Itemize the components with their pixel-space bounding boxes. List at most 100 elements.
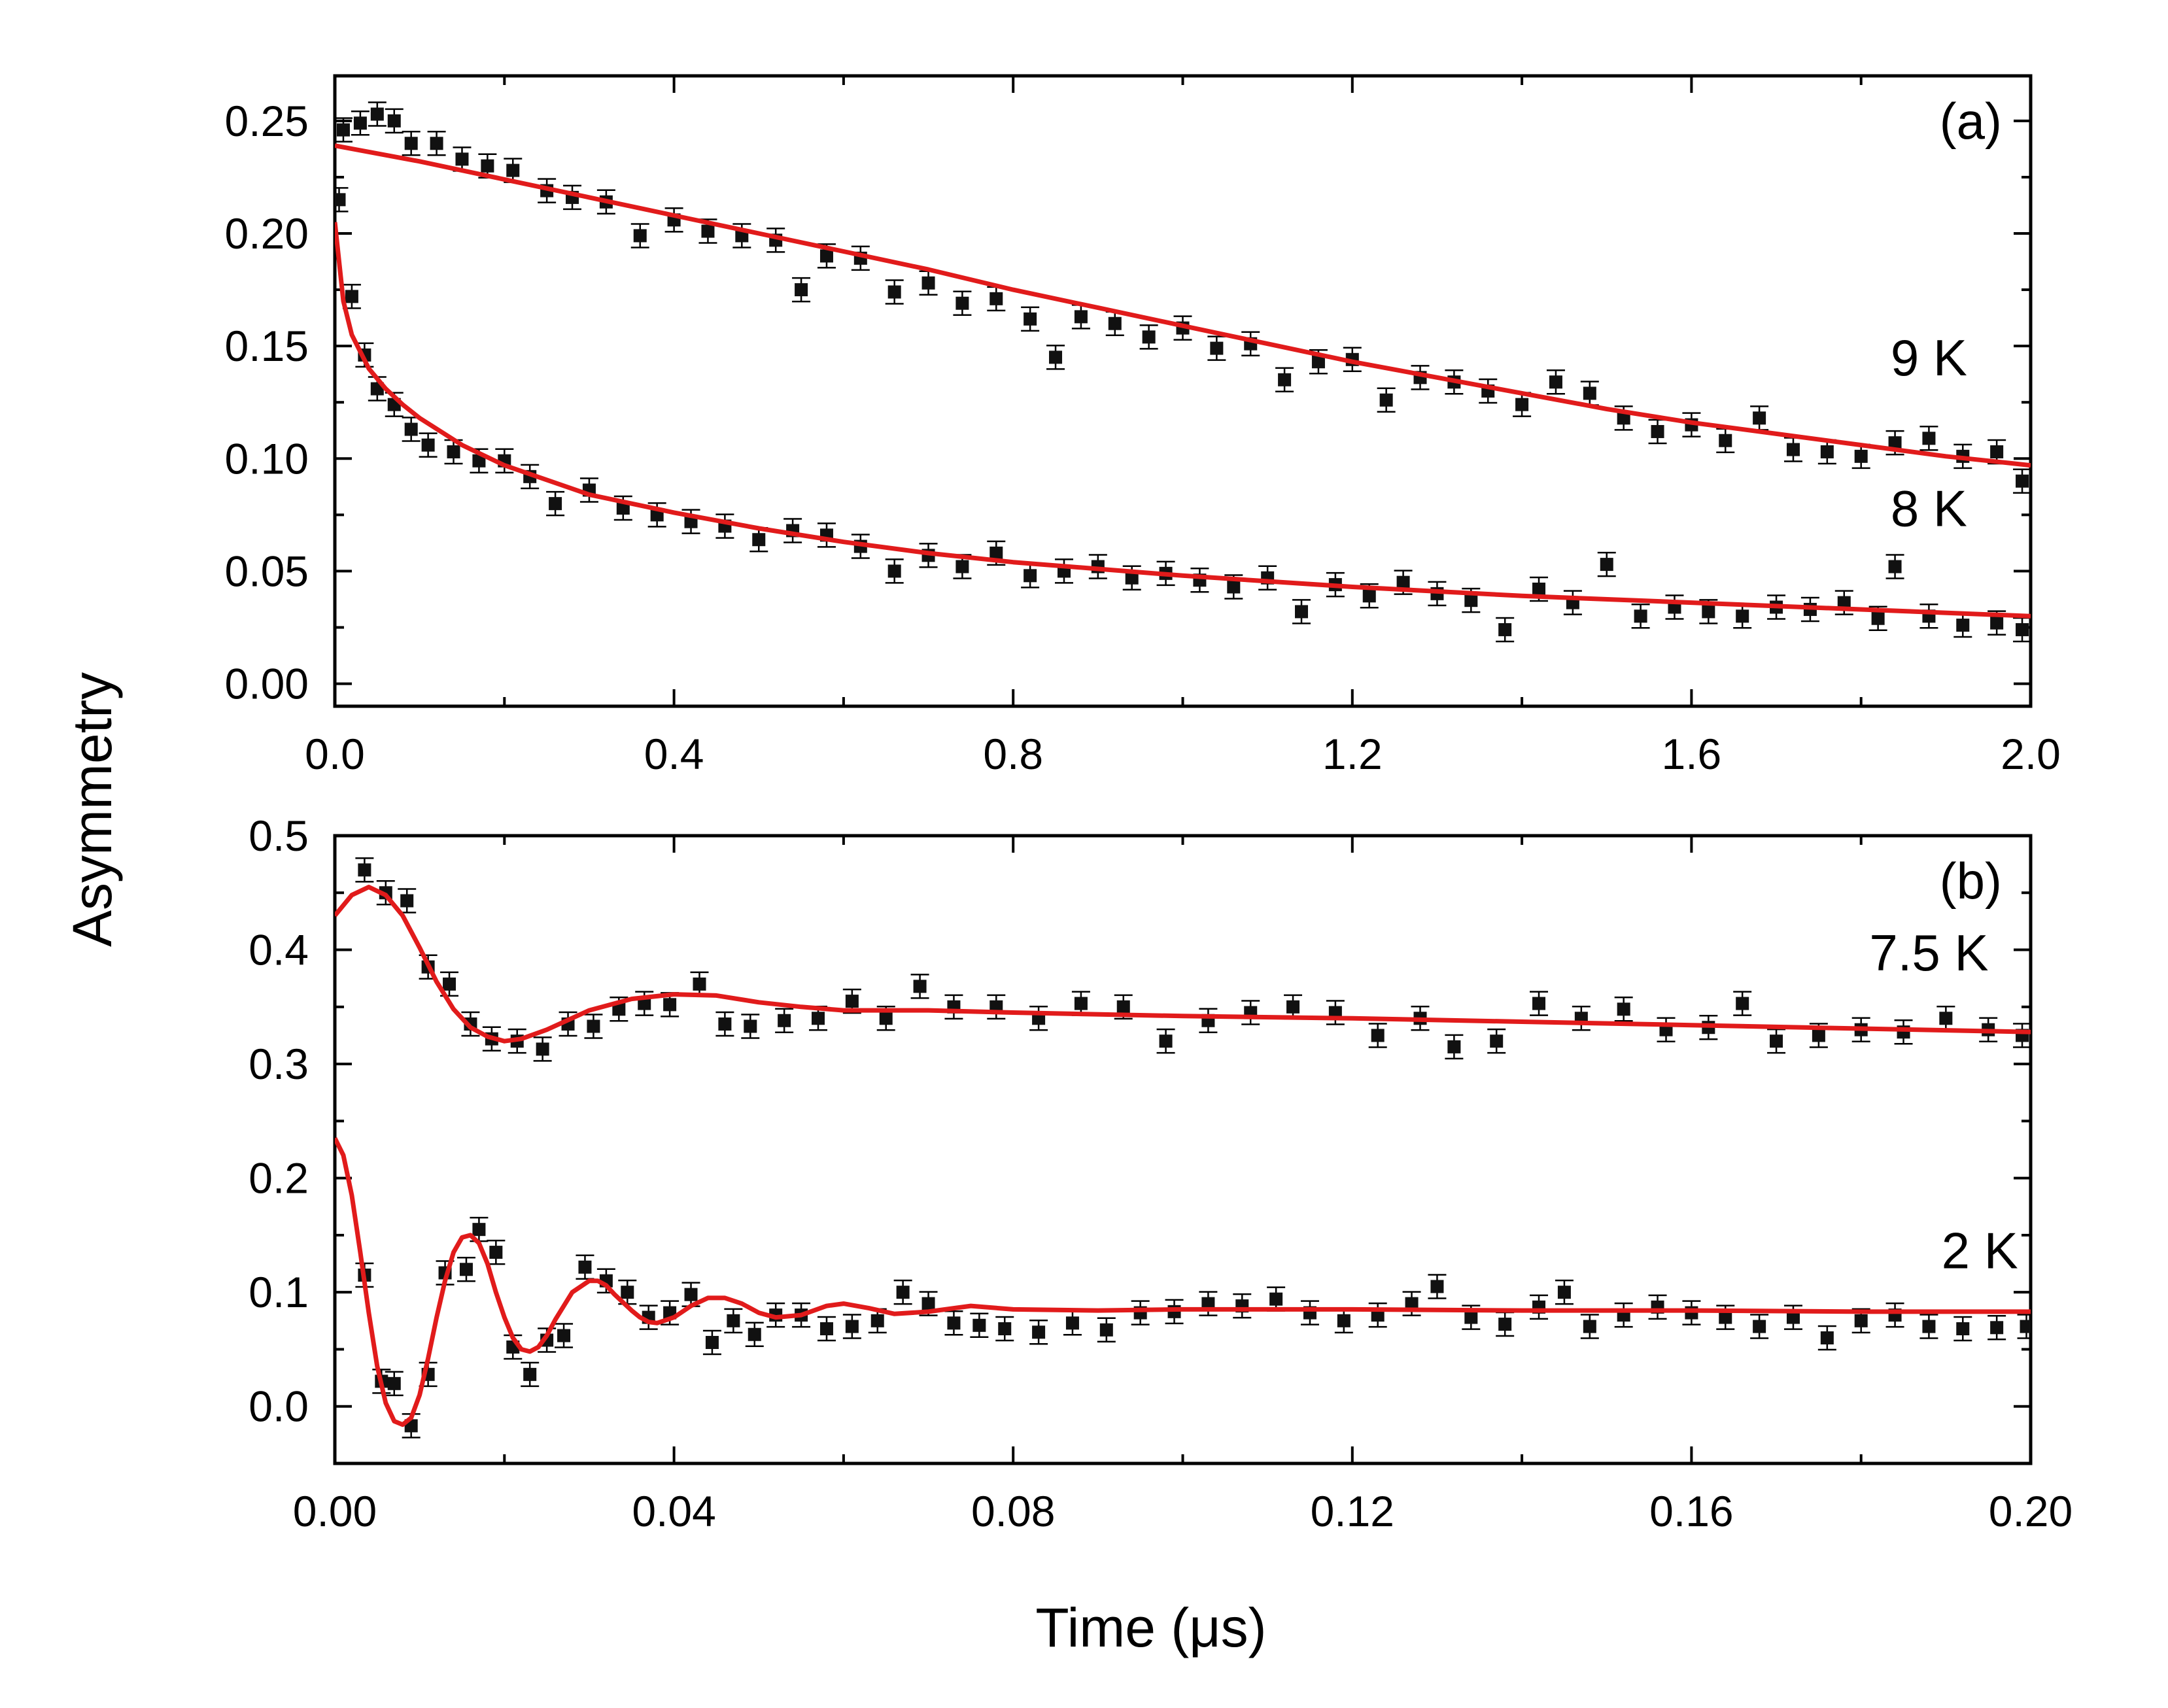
data-point: [1888, 560, 1902, 573]
data-point: [752, 533, 766, 547]
data-area: [335, 101, 2031, 643]
data-point: [1379, 393, 1393, 407]
data-point: [387, 114, 401, 128]
data-point: [887, 285, 901, 299]
data-point: [663, 998, 677, 1012]
y-tick-label: 0.1: [249, 1268, 309, 1316]
data-point: [1583, 386, 1596, 400]
data-point: [955, 560, 969, 573]
data-point: [1074, 997, 1088, 1010]
data-point: [1278, 373, 1292, 386]
data-point: [887, 564, 901, 578]
data-point: [778, 1014, 791, 1027]
panel-label: (a): [1940, 92, 2002, 150]
x-tick-label: 1.6: [1662, 730, 1722, 778]
series-label: 7.5 K: [1869, 924, 1988, 982]
data-point: [1820, 1331, 1834, 1344]
data-point: [2020, 1320, 2031, 1333]
data-point: [1108, 316, 1122, 330]
x-tick-label: 0.04: [632, 1487, 715, 1535]
data-point: [1854, 449, 1868, 463]
data-point: [1990, 616, 2004, 630]
data-point: [506, 163, 520, 177]
data-point: [1871, 611, 1885, 625]
data-point: [1201, 1297, 1215, 1310]
data-point: [404, 137, 418, 150]
data-point: [795, 283, 808, 297]
y-tick-label: 0.4: [249, 926, 309, 974]
data-point: [1702, 605, 1715, 619]
y-tick-label: 0.3: [249, 1040, 309, 1088]
data-point: [1617, 411, 1630, 425]
data-point: [1269, 1292, 1283, 1306]
data-point: [819, 1322, 833, 1336]
x-axis-title: Time (μs): [1035, 1597, 1266, 1658]
y-tick-label: 0.05: [225, 547, 309, 595]
data-point: [845, 995, 859, 1008]
y-tick-label: 0.00: [225, 660, 309, 708]
data-point: [1405, 1297, 1419, 1310]
series-7_5-K: [335, 857, 2031, 1062]
data-point: [1430, 1280, 1444, 1293]
data-point: [523, 1367, 537, 1381]
y-tick-label: 0.2: [249, 1154, 309, 1203]
data-point: [744, 1019, 757, 1033]
data-point: [1719, 434, 1732, 447]
data-point: [1837, 596, 1851, 609]
y-tick-label: 0.25: [225, 97, 309, 145]
data-point: [1990, 1321, 2004, 1335]
x-tick-label: 1.2: [1322, 730, 1383, 778]
x-tick-label: 0.20: [1989, 1487, 2073, 1535]
x-tick-label: 0.16: [1649, 1487, 1733, 1535]
data-point: [1956, 1322, 1970, 1336]
data-point: [879, 1012, 893, 1025]
data-point: [684, 1288, 698, 1301]
data-point: [1820, 445, 1834, 458]
data-point: [1549, 375, 1562, 389]
data-point: [1888, 436, 1902, 450]
data-point: [1125, 571, 1139, 585]
data-point: [612, 1002, 626, 1016]
y-tick-label: 0.5: [249, 811, 309, 860]
data-point: [1142, 330, 1156, 344]
data-point: [459, 1263, 473, 1276]
data-point: [718, 1017, 732, 1031]
data-point: [1736, 997, 1749, 1010]
data-point: [358, 863, 371, 877]
x-tick-label: 0.08: [971, 1487, 1055, 1535]
data-point: [430, 137, 443, 150]
data-point: [404, 422, 418, 436]
data-point: [1337, 1314, 1351, 1327]
data-point: [1065, 1316, 1079, 1330]
data-point: [489, 1246, 503, 1259]
data-point: [748, 1327, 761, 1341]
panel-b: 0.00 0.04 0.08 0.12 0.16 0.20 0.0 0.1 0.2 0.3 0.4 0…: [249, 811, 2073, 1535]
data-point: [1498, 1318, 1512, 1331]
data-point: [1557, 1286, 1571, 1299]
data-point: [335, 193, 346, 207]
data-point: [1753, 1320, 1766, 1333]
x-tick-label: 0.12: [1311, 1487, 1394, 1535]
data-point: [921, 276, 935, 290]
data-point: [1939, 1012, 1953, 1025]
data-point: [1786, 443, 1800, 456]
data-point: [421, 438, 435, 452]
panel-a: 0.0 0.4 0.8 1.2 1.6 2.0 0.00 0.05 0.10 0.15 0.20 0.…: [225, 74, 2061, 778]
data-point: [1464, 1310, 1478, 1324]
data-point: [845, 1320, 859, 1333]
data-point: [819, 249, 833, 263]
data-point: [1634, 609, 1647, 623]
y-tick-label: 0.15: [225, 322, 309, 370]
data-point: [989, 546, 1003, 560]
series-label: 9 K: [1891, 329, 1967, 386]
data-point: [472, 1223, 486, 1237]
data-point: [1024, 569, 1037, 583]
data-point: [1286, 1000, 1300, 1014]
data-point: [1396, 575, 1410, 589]
data-point: [1074, 310, 1088, 324]
data-point: [638, 997, 651, 1010]
data-point: [1786, 1310, 1800, 1324]
data-point: [1498, 623, 1512, 636]
data-point: [1227, 580, 1241, 594]
